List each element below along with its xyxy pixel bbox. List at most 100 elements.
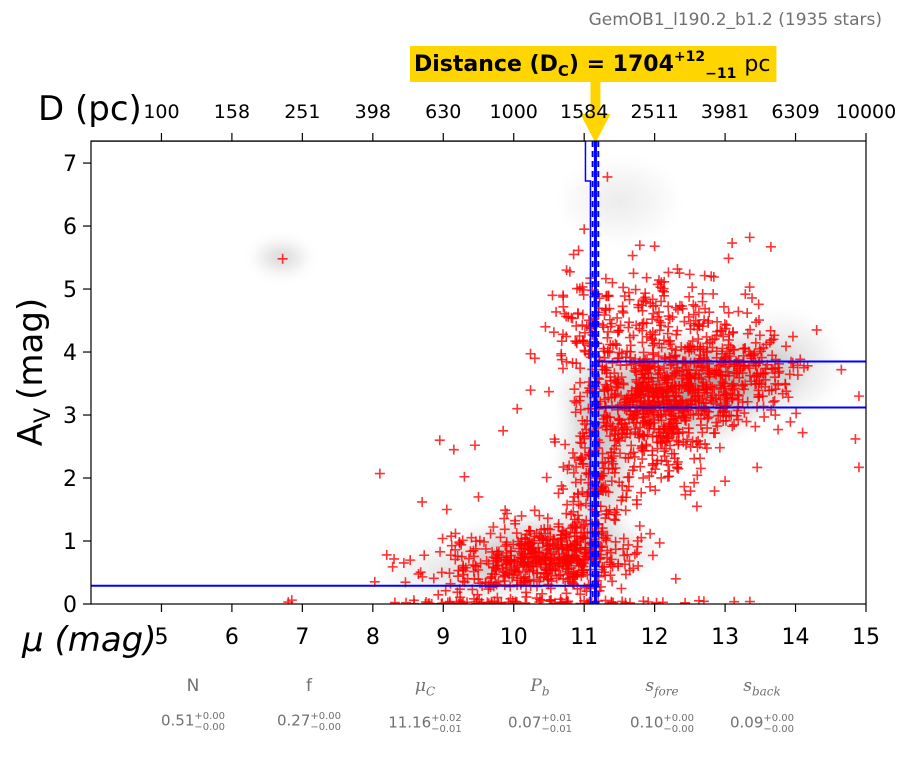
star-marker — [462, 597, 473, 604]
y-tick-label: 3 — [63, 404, 77, 429]
star-marker — [629, 549, 640, 560]
star-marker — [664, 351, 675, 362]
star-marker — [592, 338, 603, 349]
star-marker — [719, 378, 730, 389]
star-marker — [445, 578, 456, 589]
star-marker — [577, 320, 588, 331]
star-marker — [613, 433, 624, 444]
fit-parameter-error-up: +0.00 — [310, 711, 342, 722]
star-marker — [630, 423, 641, 434]
x-tick-label: 6 — [225, 625, 239, 650]
star-marker — [780, 378, 791, 389]
star-marker — [531, 528, 542, 539]
density-blob — [277, 255, 286, 261]
star-marker — [734, 365, 745, 376]
star-marker — [577, 415, 588, 426]
fit-parameter-subscript: back — [751, 684, 781, 699]
star-marker — [740, 289, 751, 300]
star-marker — [563, 553, 574, 564]
star-marker — [698, 344, 709, 355]
star-marker — [572, 510, 583, 521]
star-marker — [547, 552, 558, 563]
star-marker — [597, 364, 608, 375]
star-marker — [663, 267, 674, 278]
star-marker — [456, 539, 467, 550]
star-marker — [611, 509, 622, 520]
top-tick-label: 158 — [214, 101, 250, 123]
star-marker — [597, 320, 608, 331]
top-tick-label: 251 — [284, 101, 320, 123]
star-marker — [547, 290, 558, 301]
star-marker — [469, 551, 480, 562]
star-marker — [637, 445, 648, 456]
star-marker — [680, 415, 691, 426]
star-marker — [617, 429, 628, 440]
star-marker — [525, 348, 536, 359]
star-marker — [569, 396, 580, 407]
star-marker — [688, 299, 699, 310]
top-tick-label: 3981 — [701, 101, 749, 123]
star-marker — [638, 293, 649, 304]
star-marker — [622, 346, 633, 357]
star-marker — [624, 472, 635, 483]
y-tick-label: 5 — [63, 278, 77, 303]
star-marker — [664, 406, 675, 417]
star-marker — [442, 597, 453, 604]
star-marker — [536, 550, 547, 561]
star-marker — [692, 442, 703, 453]
y-axis-label-subscript: V — [31, 408, 56, 423]
star-marker — [644, 471, 655, 482]
star-marker — [555, 569, 566, 580]
star-marker — [541, 472, 552, 483]
star-marker — [750, 337, 761, 348]
star-marker — [501, 508, 512, 519]
star-marker — [729, 368, 740, 379]
star-marker — [695, 463, 706, 474]
star-marker — [619, 550, 630, 561]
star-marker — [579, 345, 590, 356]
star-marker — [597, 523, 608, 534]
star-marker — [637, 305, 648, 316]
star-marker — [567, 522, 578, 533]
star-marker — [433, 589, 444, 600]
star-marker — [678, 400, 689, 411]
star-marker — [657, 285, 668, 296]
star-marker — [707, 382, 718, 393]
star-marker — [482, 597, 493, 604]
fit-parameter-value-main: 0.09 — [729, 713, 764, 732]
star-marker — [545, 554, 556, 565]
star-marker — [665, 335, 676, 346]
y-tick-label: 1 — [63, 530, 77, 555]
star-marker — [417, 496, 428, 507]
star-marker — [571, 320, 582, 331]
star-marker — [693, 307, 704, 318]
star-marker — [616, 583, 627, 594]
star-marker — [638, 472, 649, 483]
fit-parameter-errors: +0.01 −0.01 — [541, 712, 572, 735]
star-marker — [600, 273, 611, 284]
star-marker — [575, 500, 586, 511]
star-marker — [811, 324, 822, 335]
star-marker — [755, 346, 766, 357]
star-marker — [570, 407, 581, 418]
star-marker — [506, 564, 517, 575]
star-marker — [599, 384, 610, 395]
star-marker — [628, 396, 639, 407]
star-marker — [729, 419, 740, 430]
star-marker — [580, 547, 591, 558]
star-marker — [754, 375, 765, 386]
star-marker — [466, 532, 477, 543]
star-marker — [567, 313, 578, 324]
star-marker — [765, 325, 776, 336]
star-marker — [508, 539, 519, 550]
star-marker — [737, 380, 748, 391]
star-marker — [480, 543, 491, 554]
star-marker — [540, 564, 551, 575]
star-marker — [612, 312, 623, 323]
star-marker — [440, 585, 451, 596]
star-marker — [490, 555, 501, 566]
star-marker — [558, 363, 569, 374]
star-marker — [655, 430, 666, 441]
star-marker — [703, 315, 714, 326]
star-marker — [575, 589, 586, 600]
